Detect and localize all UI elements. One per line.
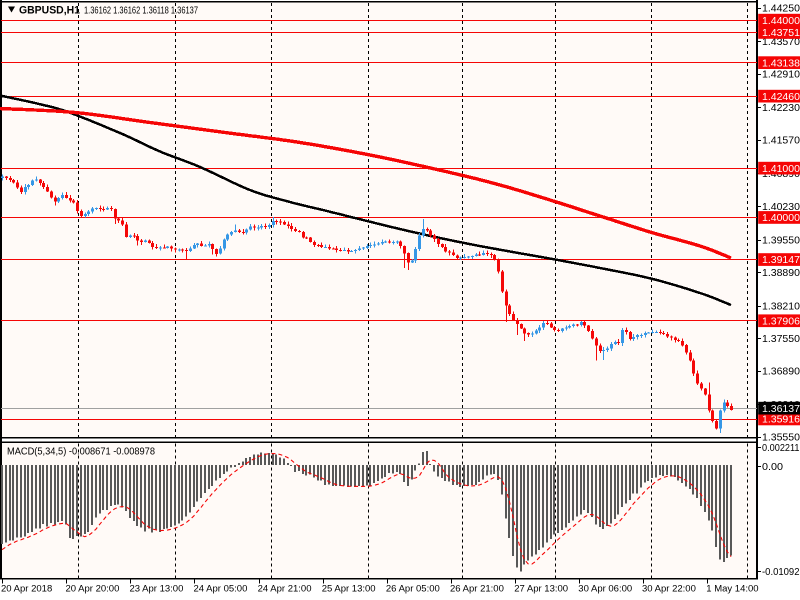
svg-text:25 Apr 13:00: 25 Apr 13:00: [322, 583, 376, 594]
svg-text:23 Apr 13:00: 23 Apr 13:00: [130, 583, 184, 594]
svg-text:24 Apr 21:00: 24 Apr 21:00: [258, 583, 312, 594]
svg-text:1.35550: 1.35550: [762, 432, 800, 444]
svg-text:1.40000: 1.40000: [762, 212, 800, 224]
svg-text:1.36137: 1.36137: [762, 403, 800, 415]
svg-text:1.42910: 1.42910: [762, 69, 800, 81]
svg-text:30 Apr 22:00: 30 Apr 22:00: [642, 583, 696, 594]
svg-text:1.41570: 1.41570: [762, 135, 800, 147]
svg-text:MACD(5,34,5) -0.008671 -0.0089: MACD(5,34,5) -0.008671 -0.008978: [7, 446, 155, 458]
svg-text:1.37906: 1.37906: [762, 315, 800, 327]
svg-text:30 Apr 06:00: 30 Apr 06:00: [578, 583, 632, 594]
svg-text:20 Apr 20:00: 20 Apr 20:00: [66, 583, 120, 594]
svg-text:1.36890: 1.36890: [762, 366, 800, 378]
svg-text:1.43570: 1.43570: [762, 36, 800, 48]
svg-text:1.42230: 1.42230: [762, 102, 800, 114]
svg-text:1.37550: 1.37550: [762, 333, 800, 345]
svg-text:-0.01092: -0.01092: [762, 566, 800, 578]
svg-text:0.002211: 0.002211: [762, 442, 800, 454]
svg-text:20 Apr 2018: 20 Apr 2018: [1, 583, 52, 594]
svg-text:24 Apr 05:00: 24 Apr 05:00: [194, 583, 248, 594]
svg-text:1.41000: 1.41000: [762, 163, 800, 175]
svg-text:1.44000: 1.44000: [762, 15, 800, 27]
svg-text:1.35916: 1.35916: [762, 414, 800, 426]
svg-text:1.38210: 1.38210: [762, 300, 800, 312]
svg-text:1.43751: 1.43751: [762, 27, 800, 39]
svg-text:27 Apr 13:00: 27 Apr 13:00: [514, 583, 568, 594]
svg-text:1.42460: 1.42460: [762, 91, 800, 103]
svg-text:26 Apr 05:00: 26 Apr 05:00: [386, 583, 440, 594]
svg-text:1.39147: 1.39147: [762, 254, 800, 266]
svg-text:1.40230: 1.40230: [762, 201, 800, 213]
svg-text:1 May 14:00: 1 May 14:00: [706, 583, 758, 594]
svg-text:0.00: 0.00: [762, 461, 783, 473]
svg-text:1.38890: 1.38890: [762, 267, 800, 279]
svg-text:1.36162 1.36162 1.36118 1.3613: 1.36162 1.36162 1.36118 1.36137: [84, 5, 198, 17]
svg-text:GBPUSD,H1: GBPUSD,H1: [19, 5, 80, 17]
svg-text:1.43138: 1.43138: [762, 57, 800, 69]
svg-text:1.39550: 1.39550: [762, 234, 800, 246]
svg-text:1.44250: 1.44250: [762, 3, 800, 15]
svg-text:26 Apr 21:00: 26 Apr 21:00: [450, 583, 504, 594]
